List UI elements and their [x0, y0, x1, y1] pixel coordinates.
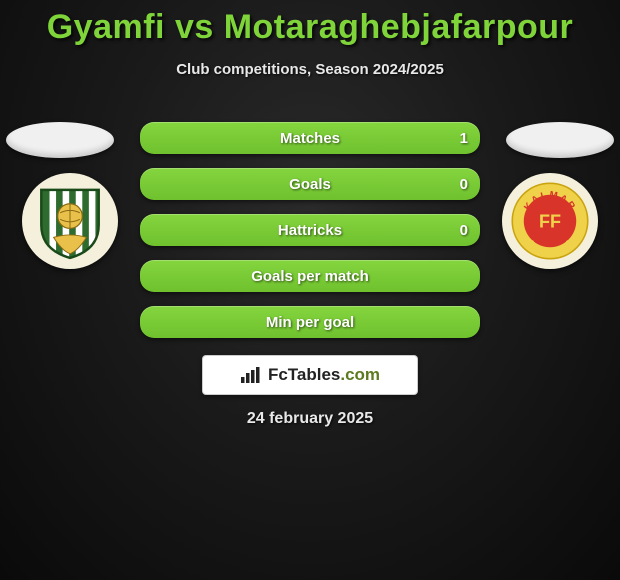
stat-row-goals-per-match: Goals per match — [140, 260, 480, 292]
brand-badge: FcTables.com — [202, 355, 418, 395]
stat-label: Goals per match — [251, 268, 369, 285]
club-crest-left — [22, 173, 118, 269]
subtitle: Club competitions, Season 2024/2025 — [0, 61, 620, 78]
stat-label: Hattricks — [278, 222, 342, 239]
stat-label: Matches — [280, 130, 340, 147]
stat-right-value: 0 — [460, 222, 468, 239]
stat-row-hattricks: Hattricks 0 — [140, 214, 480, 246]
club-crest-right: KALMAR FF — [502, 173, 598, 269]
stat-label: Goals — [289, 176, 331, 193]
stat-label: Min per goal — [266, 314, 354, 331]
stat-right-value: 1 — [460, 130, 468, 147]
stats-list: Matches 1 Goals 0 Hattricks 0 Goals per … — [140, 122, 480, 338]
page-title: Gyamfi vs Motaraghebjafarpour — [0, 0, 620, 47]
brand-name-text: FcTables — [268, 365, 340, 384]
hammarby-crest-icon — [29, 180, 111, 262]
brand-suffix: .com — [340, 365, 380, 384]
player-avatar-left — [6, 122, 114, 158]
stat-row-matches: Matches 1 — [140, 122, 480, 154]
chart-icon — [240, 366, 262, 384]
stat-row-min-per-goal: Min per goal — [140, 306, 480, 338]
player-avatar-right — [506, 122, 614, 158]
kalmar-crest-icon: KALMAR FF — [509, 180, 591, 262]
svg-text:FF: FF — [539, 212, 561, 232]
stat-row-goals: Goals 0 — [140, 168, 480, 200]
stat-right-value: 0 — [460, 176, 468, 193]
brand-name: FcTables.com — [268, 365, 380, 385]
date-label: 24 february 2025 — [0, 410, 620, 428]
